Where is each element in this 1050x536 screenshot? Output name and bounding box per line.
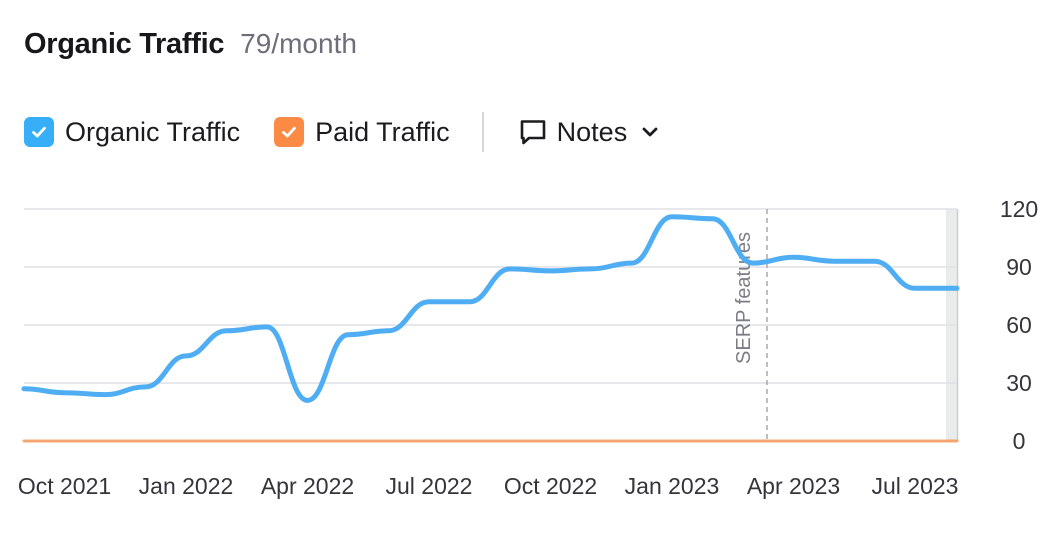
traffic-line-chart: 0 30 60 90 120 Oct 2021 Jan 2022 Apr 2022 Jul 20… [18, 196, 1038, 499]
speech-bubble-icon [520, 120, 545, 145]
y-tick-label: 30 [1006, 370, 1032, 396]
paid-legend-label: Paid Traffic [315, 116, 450, 147]
x-tick-label: Oct 2021 [18, 473, 111, 499]
chevron-down-icon [642, 127, 658, 137]
legend-paid-toggle[interactable]: Paid Traffic [274, 117, 450, 148]
paid-checkbox[interactable] [274, 117, 305, 147]
x-tick-label: Apr 2022 [261, 473, 354, 499]
y-tick-label: 60 [1006, 312, 1032, 338]
checkmark-icon [282, 126, 296, 138]
notes-dropdown-button[interactable]: Notes [518, 117, 662, 148]
x-tick-label: Jul 2022 [386, 473, 473, 499]
organic-legend-label: Organic Traffic [65, 116, 241, 147]
legend-bar: Organic Traffic Paid Traffic Notes [24, 112, 661, 152]
y-tick-label: 0 [1013, 428, 1026, 454]
x-tick-label: Jan 2022 [139, 473, 234, 499]
title-row: Organic Traffic 79/month [24, 28, 357, 61]
legend-organic-toggle[interactable]: Organic Traffic [24, 117, 240, 148]
x-tick-label: Oct 2022 [504, 473, 597, 499]
organic-traffic-line [21, 214, 960, 403]
legend-divider [481, 112, 484, 152]
notes-label: Notes [556, 116, 628, 147]
x-tick-label: Apr 2023 [747, 473, 840, 499]
organic-checkbox[interactable] [24, 117, 54, 147]
page-title: Organic Traffic [24, 28, 225, 60]
y-tick-label: 120 [1000, 196, 1038, 222]
monthly-traffic-value: 79/month [240, 28, 357, 59]
x-tick-label: Jul 2023 [872, 473, 959, 499]
checkmark-icon [32, 126, 46, 138]
x-tick-label: Jan 2023 [625, 473, 720, 499]
y-tick-label: 90 [1006, 254, 1032, 280]
